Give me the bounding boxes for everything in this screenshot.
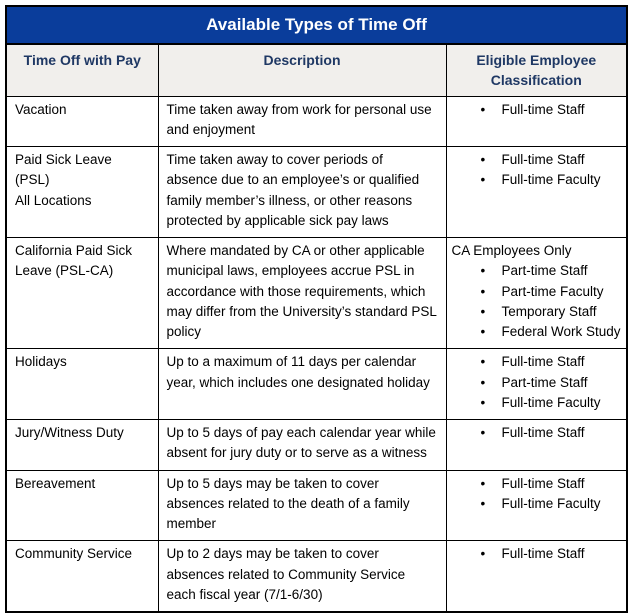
eligibility-cell: Full-time Staff Part-time Staff Full-tim… [445,348,628,421]
eligibility-cell: Full-time Staff [445,419,628,471]
time-off-type: California Paid Sick Leave (PSL-CA) [5,237,159,350]
time-off-type: Paid Sick Leave (PSL) All Locations [5,146,159,239]
time-off-description: Up to 2 days may be taken to cover absen… [157,540,447,613]
time-off-type: Holidays [5,348,159,421]
eligibility-cell: Full-time Staff [445,540,628,613]
eligibility-cell: Full-time Staff Full-time Faculty [445,469,628,542]
time-off-type: Bereavement [5,469,159,542]
eligibility-note: CA Employees Only [451,243,572,259]
column-header-eligible-employee-classification: Eligible Employee Classification [445,43,628,97]
time-off-description: Up to 5 days may be taken to cover absen… [157,469,447,542]
column-header-time-off-with-pay: Time Off with Pay [5,43,159,97]
eligibility-item: Federal Work Study [481,322,623,343]
table-row-california-paid-sick-leave: California Paid Sick Leave (PSL-CA) Wher… [5,237,628,350]
eligibility-item: Full-time Staff [481,423,623,444]
column-header-description: Description [157,43,447,97]
eligibility-cell: Full-time Staff [445,95,628,148]
eligibility-item: Full-time Staff [481,100,623,121]
eligibility-list: Full-time Staff [452,423,623,444]
time-off-description: Up to a maximum of 11 days per calendar … [157,348,447,421]
column-header-row: Time Off with Pay Description Eligible E… [5,43,628,97]
eligibility-item: Full-time Faculty [481,393,623,414]
eligibility-item: Full-time Staff [481,474,623,495]
table-title-row: Available Types of Time Off [5,5,628,45]
eligibility-list: Full-time Staff [452,544,623,565]
time-off-table: Available Types of Time Off Time Off wit… [5,5,629,613]
table-row-bereavement: Bereavement Up to 5 days may be taken to… [5,469,628,542]
table-row-community-service: Community Service Up to 2 days may be ta… [5,540,628,613]
eligibility-item: Full-time Faculty [481,170,623,191]
document-page: Available Types of Time Off Time Off wit… [0,0,633,561]
eligibility-item: Part-time Faculty [481,282,623,303]
time-off-type: Jury/Witness Duty [5,419,159,471]
eligibility-cell: CA Employees Only Part-time Staff Part-t… [445,237,628,350]
eligibility-list: Full-time Staff Full-time Faculty [452,474,623,515]
eligibility-list: Part-time Staff Part-time Faculty Tempor… [452,261,623,342]
table-row-holidays: Holidays Up to a maximum of 11 days per … [5,348,628,421]
eligibility-cell: Full-time Staff Full-time Faculty [445,146,628,239]
eligibility-list: Full-time Staff Full-time Faculty [452,150,623,191]
eligibility-item: Temporary Staff [481,302,623,323]
eligibility-item: Part-time Staff [481,261,623,282]
eligibility-item: Full-time Staff [481,544,623,565]
time-off-type: Vacation [5,95,159,148]
eligibility-item: Full-time Staff [481,352,623,373]
table-title: Available Types of Time Off [5,5,628,45]
time-off-description: Up to 5 days of pay each calendar year w… [157,419,447,471]
eligibility-item: Full-time Staff [481,150,623,171]
table-row-jury-witness-duty: Jury/Witness Duty Up to 5 days of pay ea… [5,419,628,471]
eligibility-list: Full-time Staff [452,100,623,121]
eligibility-item: Full-time Faculty [481,494,623,515]
time-off-type: Community Service [5,540,159,613]
eligibility-item: Part-time Staff [481,373,623,394]
table-row-vacation: Vacation Time taken away from work for p… [5,95,628,148]
eligibility-list: Full-time Staff Part-time Staff Full-tim… [452,352,623,413]
time-off-description: Where mandated by CA or other applicable… [157,237,447,350]
time-off-description: Time taken away to cover periods of abse… [157,146,447,239]
table-row-paid-sick-leave: Paid Sick Leave (PSL) All Locations Time… [5,146,628,239]
time-off-description: Time taken away from work for personal u… [157,95,447,148]
